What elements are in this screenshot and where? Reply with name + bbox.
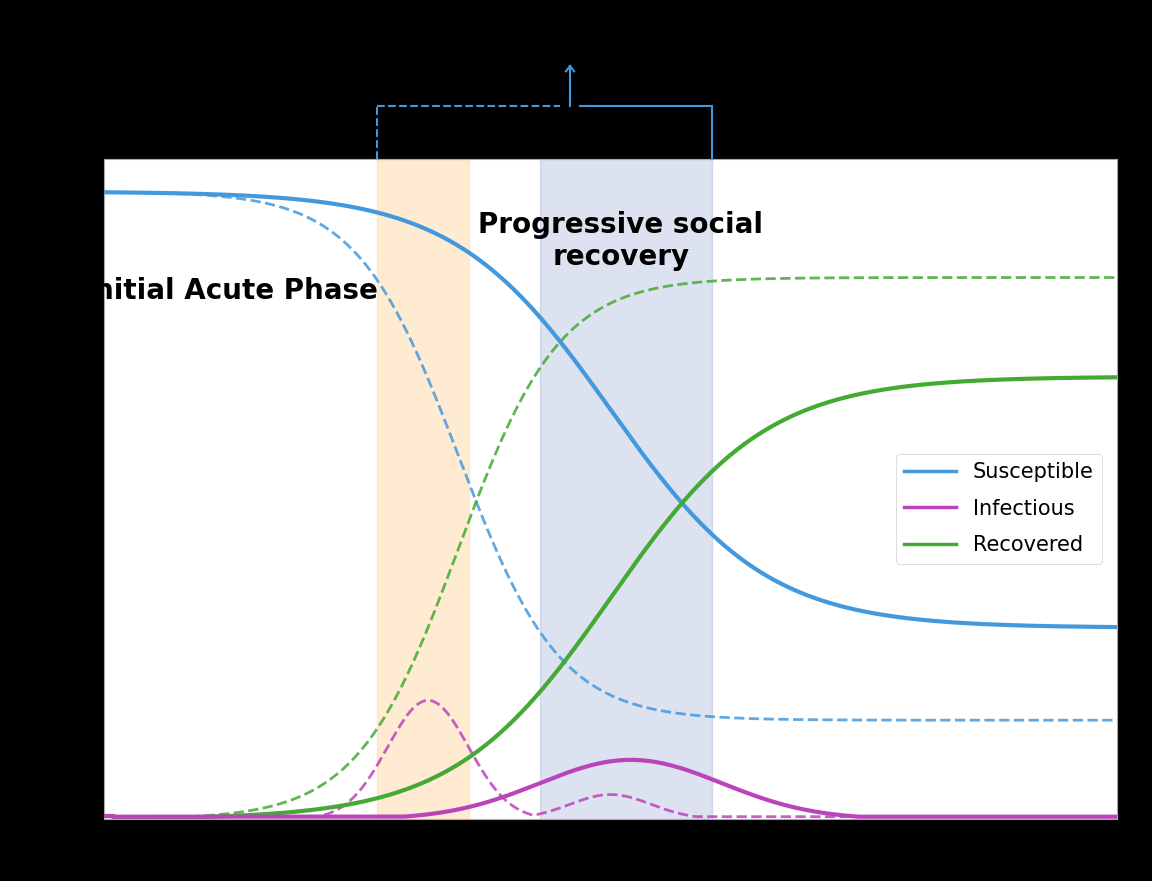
Text: nitial Acute Phase: nitial Acute Phase (93, 277, 378, 305)
Bar (539, 159, 712, 819)
Bar (378, 159, 469, 819)
Legend: Susceptible, Infectious, Recovered: Susceptible, Infectious, Recovered (895, 454, 1102, 564)
Text: Progressive social
recovery: Progressive social recovery (478, 211, 763, 271)
